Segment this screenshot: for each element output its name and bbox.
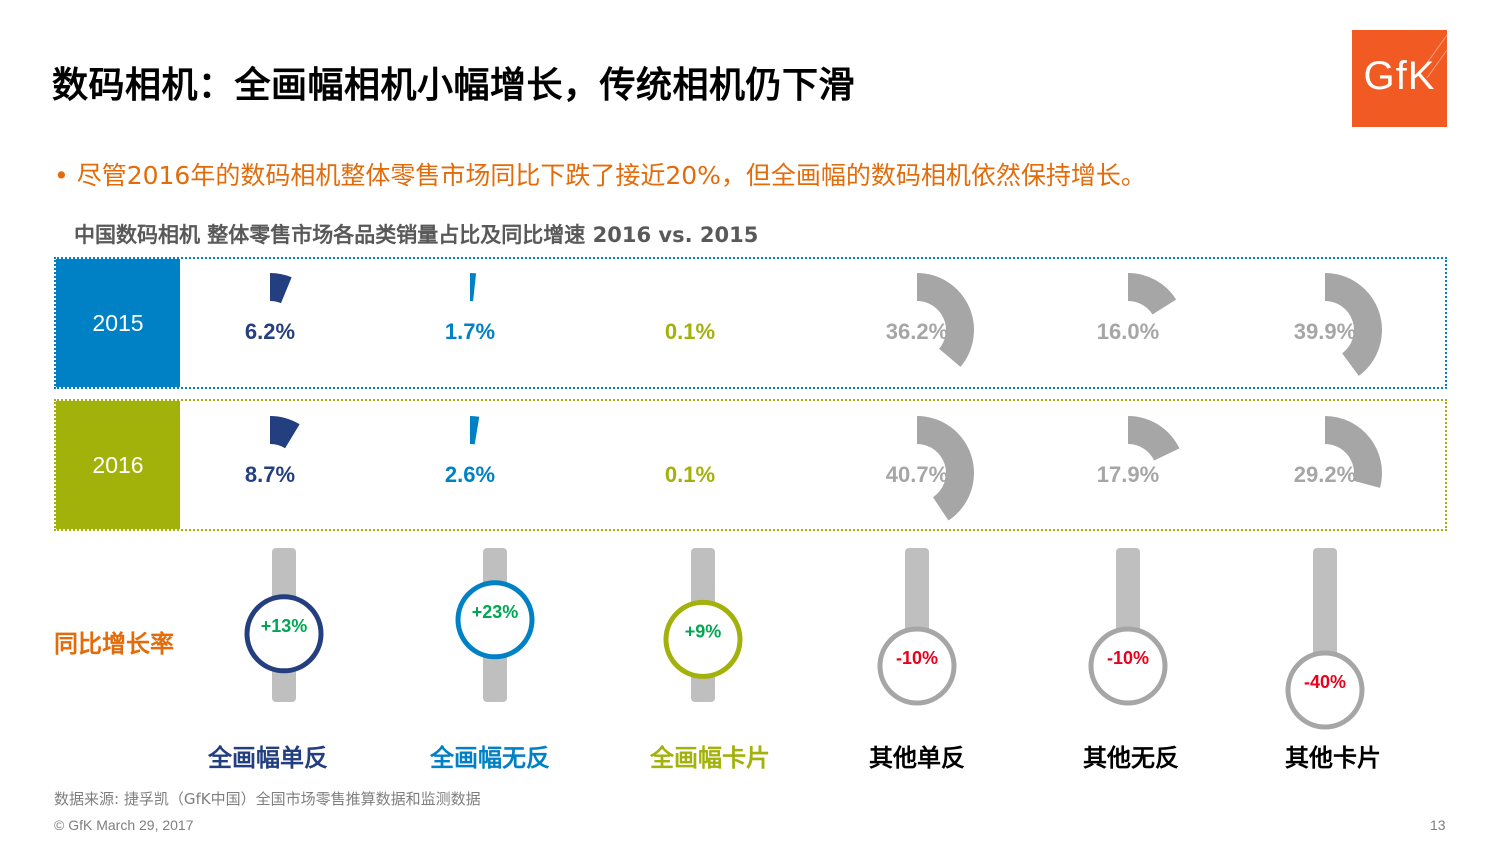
category-label-3: 其他单反: [869, 744, 965, 772]
logo-stripes: [1412, 30, 1447, 79]
page-number: 13: [1430, 817, 1446, 833]
growth-ring-0: [244, 594, 324, 674]
summary-bullet: • 尽管2016年的数码相机整体零售市场同比下跌了接近20%，但全画幅的数码相机…: [54, 161, 1146, 190]
sector-2016-4: [1128, 416, 1180, 461]
category-label-2: 全画幅卡片: [650, 744, 770, 772]
growth-value-1: +23%: [472, 602, 519, 622]
value-label-2015-0: 6.2%: [245, 319, 295, 344]
value-label-2016-2: 0.1%: [665, 462, 715, 487]
row-2016: 2016: [54, 399, 1447, 531]
sector-2016-3: [917, 416, 974, 521]
value-label-2015-2: 0.1%: [665, 319, 715, 344]
value-label-2016-1: 2.6%: [445, 462, 495, 487]
chart-title: 中国数码相机 整体零售市场各品类销量占比及同比增速 2016 vs. 2015: [74, 223, 759, 247]
year-label-2016: 2016: [56, 401, 180, 529]
growth-ring-3: [877, 626, 957, 706]
source-note: 数据来源: 捷孚凯（GfK中国）全国市场零售推算数据和监测数据: [54, 790, 481, 808]
logo-text: GfK: [1363, 54, 1436, 98]
sector-2015-4: [1128, 273, 1177, 315]
value-label-2016-3: 40.7%: [886, 462, 948, 487]
category-label-4: 其他无反: [1083, 744, 1179, 772]
category-label-0: 全画幅单反: [208, 744, 328, 772]
growth-value-5: -40%: [1304, 672, 1346, 692]
growth-ring-1: [455, 580, 535, 660]
category-label-1: 全画幅无反: [430, 744, 550, 772]
value-label-2015-4: 16.0%: [1097, 319, 1159, 344]
sector-2015-3: [917, 273, 975, 367]
growth-ring-2: [663, 599, 743, 679]
value-label-2016-4: 17.9%: [1097, 462, 1159, 487]
footer-copyright: © GfK March 29, 2017: [54, 817, 194, 833]
value-label-2015-1: 1.7%: [445, 319, 495, 344]
growth-value-4: -10%: [1107, 648, 1149, 668]
growth-value-3: -10%: [896, 648, 938, 668]
value-label-2016-0: 8.7%: [245, 462, 295, 487]
sector-2016-0: [270, 416, 300, 449]
growth-ring-5: [1285, 650, 1365, 730]
year-label-2015: 2015: [56, 259, 180, 387]
value-label-2015-5: 39.9%: [1294, 319, 1356, 344]
sector-2016-1: [470, 416, 480, 445]
row-2015: 2015: [54, 257, 1447, 389]
gfk-logo: GfK: [1352, 30, 1447, 127]
growth-rate-label: 同比增长率: [54, 630, 174, 658]
sector-2015-1: [470, 273, 477, 302]
sector-2016-5: [1325, 416, 1382, 488]
category-label-5: 其他卡片: [1285, 744, 1381, 772]
sector-2015-5: [1325, 273, 1382, 376]
growth-ring-4: [1088, 626, 1168, 706]
page-title: 数码相机：全画幅相机小幅增长，传统相机仍下滑: [52, 65, 856, 106]
sector-2015-0: [270, 273, 292, 304]
value-label-2015-3: 36.2%: [886, 319, 948, 344]
value-label-2016-5: 29.2%: [1294, 462, 1356, 487]
growth-value-0: +13%: [261, 616, 308, 636]
growth-value-2: +9%: [685, 621, 722, 641]
